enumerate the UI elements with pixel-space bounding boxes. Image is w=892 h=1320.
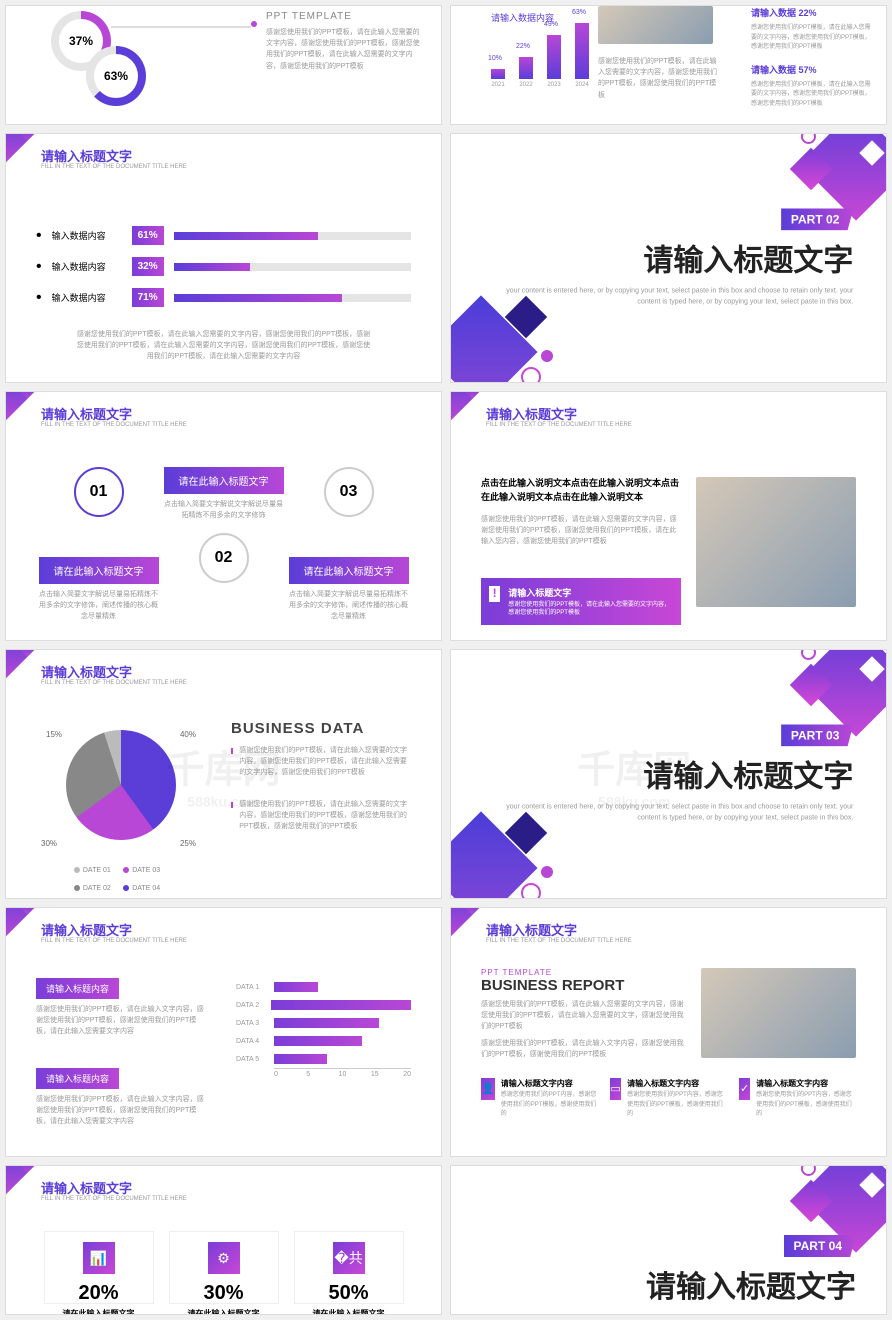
slide-title: 请输入标题文字	[41, 146, 132, 165]
section-subtitle: your content is entered here, or by copy…	[484, 285, 854, 307]
report-text: PPT TEMPLATE BUSINESS REPORT 感谢您使用我们的PPT…	[481, 968, 686, 1060]
stat-1: 📊 20% 请在此输入标题文字 点击输入简要文字解说文字解说尽量	[44, 1231, 154, 1304]
slide-vbar: 请输入数据内容 10%2021 22%2022 49%2023 63%2024 …	[450, 5, 887, 125]
slide-donuts: 37% 63% PPT TEMPLATE 感谢您使用我们的PPT模板，请在此输入…	[5, 5, 442, 125]
right-stats: 请输入数据 22% 感谢您使用我们的PPT模板，请在此输入您需要的文字内容，感谢…	[751, 6, 871, 110]
text-block: PPT TEMPLATE 感谢您使用我们的PPT模板，请在此输入您需要的文字内容…	[266, 11, 426, 72]
exclaim-icon: !	[489, 586, 500, 602]
slide-image-text: 请输入标题文字 FILL IN THE TEXT OF THE DOCUMENT…	[450, 391, 887, 641]
slide-part-03: PART 03 请输入标题文字 your content is entered …	[450, 649, 887, 899]
slide-report: 请输入标题文字 FILL IN THE TEXT OF THE DOCUMENT…	[450, 907, 887, 1157]
slide-part-02: PART 02 请输入标题文字 your content is entered …	[450, 133, 887, 383]
part-badge: PART 03	[781, 724, 853, 746]
donut-2-pct: 63%	[104, 69, 128, 83]
text-col: 点击在此输入说明文本点击在此输入说明文本点击在此输入说明文本点击在此输入说明文本…	[481, 477, 681, 630]
pie-text: BUSINESS DATA 感谢您使用我们的PPT模板，请在此输入您需要的文字内…	[231, 720, 411, 888]
bullet-icon	[251, 21, 257, 27]
step-2: 请在此输入标题文字 点击输入简要文字解说文字解说尽量易 拓精炼不用多余的文字修饰…	[164, 467, 284, 630]
feature-2: ▭请输入标题文字内容感谢您使用我们的PPT内容，感谢您使用我们的PPT模板，感谢…	[610, 1078, 727, 1120]
step-1: 01 请在此输入标题文字 点击输入简要文字解说尽量易拓精炼不用多余的文字修饰，阐…	[39, 467, 159, 630]
person-icon: 👤	[481, 1078, 495, 1100]
part-badge: PART 02	[781, 208, 853, 230]
slide-steps: 请输入标题文字 FILL IN THE TEXT OF THE DOCUMENT…	[5, 391, 442, 641]
tags-col: 请输入标题内容 感谢您使用我们的PPT模板，请在此输入文字内容，感谢您使用我们的…	[36, 978, 206, 1146]
pie-wrap: 40% 25% 30% 15% DATE 01 DATE 03 DATE 02 …	[36, 720, 206, 888]
card-icon: ▭	[610, 1078, 621, 1100]
connector-line	[111, 26, 251, 28]
highlight-box: ! 请输入标题文字 感谢您使用我们的PPT模板，请在此输入您需要的文字内容，感谢…	[481, 578, 681, 626]
donut-1-pct: 37%	[69, 34, 93, 48]
donut-2: 63%	[86, 46, 146, 106]
stat-2: ⚙ 30% 请在此输入标题文字 点击输入简要文字解说文字解说尽量	[169, 1231, 279, 1304]
slide-subtitle: FILL IN THE TEXT OF THE DOCUMENT TITLE H…	[41, 164, 187, 170]
photo-placeholder	[598, 6, 713, 44]
slide-minibar: 请输入标题文字 FILL IN THE TEXT OF THE DOCUMENT…	[5, 907, 442, 1157]
vbar-desc: 感谢您使用我们的PPT模板，请在此输入您需要的文字内容，感谢您使用我们的PPT模…	[598, 56, 723, 101]
check-icon: ✓	[739, 1078, 750, 1100]
feature-3: ✓请输入标题文字内容感谢您使用我们的PPT内容，感谢您使用我们的PPT模板，感谢…	[739, 1078, 856, 1120]
slide-part-04: PART 04 请输入标题文字	[450, 1165, 887, 1315]
ppt-template-desc: 感谢您使用我们的PPT模板，请在此输入您需要的文字内容，感谢您使用我们的PPT模…	[266, 27, 426, 72]
minibar-chart: DATA 1 DATA 2 DATA 3 DATA 4 DATA 5 0 5 1…	[236, 978, 411, 1146]
share-icon: �共	[333, 1242, 365, 1274]
slide-pie: 请输入标题文字 FILL IN THE TEXT OF THE DOCUMENT…	[5, 649, 442, 899]
photo-placeholder	[696, 477, 856, 607]
photo-placeholder	[701, 968, 856, 1058]
gear-icon: ⚙	[208, 1242, 240, 1274]
slide-hbars: 请输入标题文字 FILL IN THE TEXT OF THE DOCUMENT…	[5, 133, 442, 383]
hbar-footer: 感谢您使用我们的PPT模板，请在此输入您需要的文字内容，感谢您使用我们的PPT模…	[36, 319, 411, 373]
hbar-3: •输入数据内容71%	[36, 288, 411, 307]
hbar-2: •输入数据内容32%	[36, 257, 411, 276]
chart-icon: 📊	[83, 1242, 115, 1274]
stat-3: �共 50% 请在此输入标题文字 点击输入简要文字解说文字解说尽量	[294, 1231, 404, 1304]
vbar-chart: 10%2021 22%2022 49%2023 63%2024	[491, 28, 589, 88]
hbar-1: •输入数据内容61%	[36, 226, 411, 245]
feature-1: 👤请输入标题文字内容感谢您使用我们的PPT内容，感谢您使用我们的PPT模板，感谢…	[481, 1078, 598, 1120]
slide-icons: 请输入标题文字 FILL IN THE TEXT OF THE DOCUMENT…	[5, 1165, 442, 1315]
step-3: 03 请在此输入标题文字 点击输入简要文字解说尽量易拓精炼不用多余的文字修饰，阐…	[289, 467, 409, 630]
section-title: 请输入标题文字	[484, 235, 854, 279]
part-badge: PART 04	[784, 1235, 856, 1257]
legend: DATE 01 DATE 03 DATE 02 DATE 04	[36, 860, 206, 896]
ppt-template-heading: PPT TEMPLATE	[266, 11, 426, 22]
